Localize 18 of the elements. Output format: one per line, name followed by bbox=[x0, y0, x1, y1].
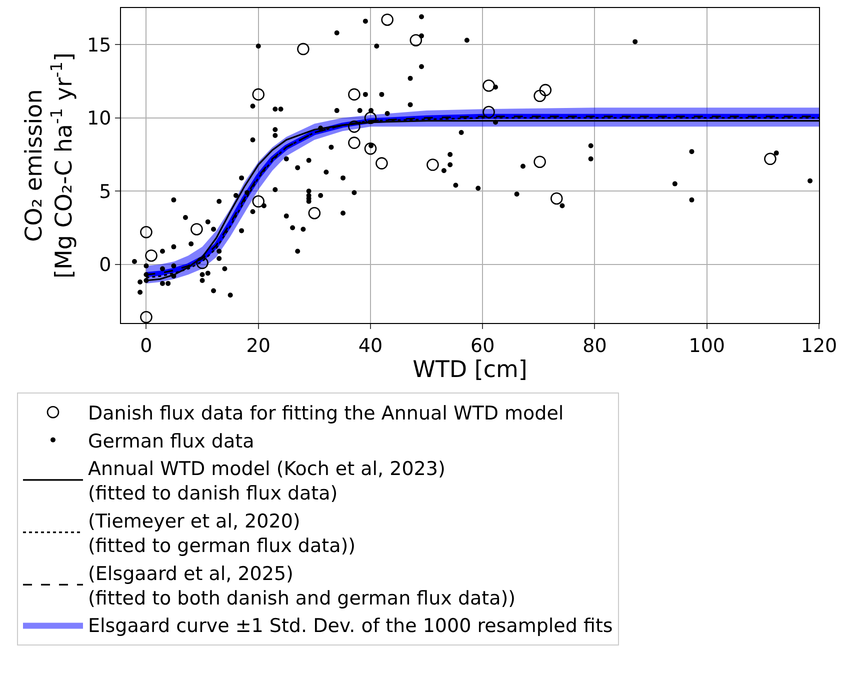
legend-label: (Tiemeyer et al, 2020) (fitted to german flux data)) bbox=[88, 510, 356, 558]
x-tick-label: 60 bbox=[470, 334, 495, 357]
x-tick-label: 0 bbox=[140, 334, 152, 357]
y-tick-label: 10 bbox=[87, 108, 112, 130]
legend-label: German flux data bbox=[88, 430, 254, 452]
legend-label: Elsgaard curve ±1 Std. Dev. of the 1000 resampled fits bbox=[88, 615, 613, 638]
x-tick-label: 100 bbox=[688, 334, 726, 357]
y-tick-label: 15 bbox=[87, 34, 112, 56]
legend-label: (Elsgaard et al, 2025) (fitted to both danish and german flux data)) bbox=[88, 562, 516, 610]
legend-label: Annual WTD model (Koch et al, 2023) (fitted to danish flux data) bbox=[88, 458, 446, 505]
y-tick-label: 5 bbox=[99, 180, 112, 203]
x-tick-label: 120 bbox=[800, 334, 838, 357]
y-tick-label: 0 bbox=[99, 254, 112, 276]
x-tick-label: 20 bbox=[246, 334, 270, 357]
legend-label: Danish flux data for fitting the Annual WTD model bbox=[88, 402, 564, 425]
x-axis-title: WTD [cm] bbox=[412, 356, 528, 383]
x-tick-label: 80 bbox=[582, 334, 607, 357]
x-tick-label: 40 bbox=[358, 334, 383, 357]
